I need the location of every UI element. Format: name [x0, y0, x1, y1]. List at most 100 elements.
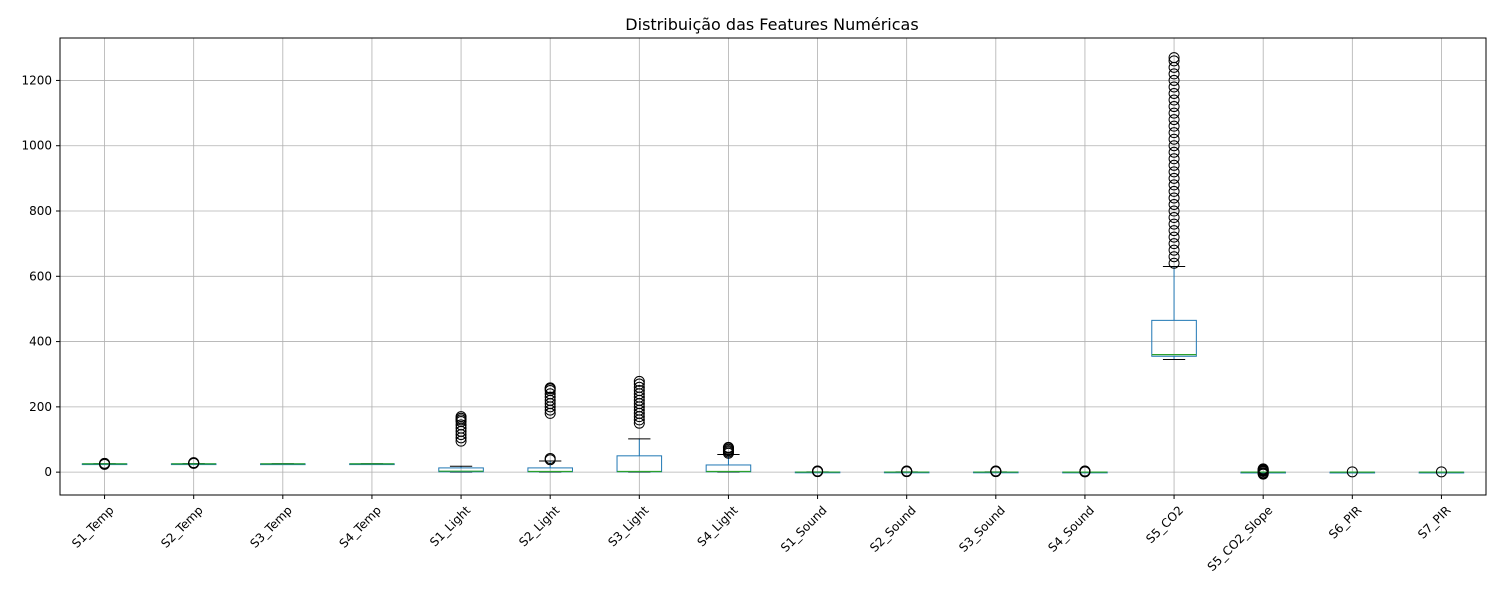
x-tick-label: S2_Sound — [867, 503, 919, 555]
outlier-point — [1168, 133, 1180, 145]
outlier-point — [544, 452, 556, 464]
x-tick-label: S7_PIR — [1415, 503, 1453, 541]
outlier-point — [990, 465, 1002, 477]
outlier-point — [633, 378, 645, 390]
outlier-point — [1168, 172, 1180, 184]
outlier-point — [1168, 55, 1180, 67]
x-tick-label: S2_Light — [516, 503, 562, 549]
y-tick-label: 400 — [29, 335, 52, 349]
outlier-point — [1168, 166, 1180, 178]
iqr-box — [1151, 319, 1197, 357]
x-tick-label: S3_Light — [605, 503, 651, 549]
outlier-point — [1168, 74, 1180, 86]
outlier-point — [544, 391, 556, 403]
outlier-point — [1168, 107, 1180, 119]
outlier-point — [633, 381, 645, 393]
outlier-point — [544, 382, 556, 394]
box-S6_PIR — [1329, 466, 1376, 478]
outlier-point — [1079, 465, 1091, 477]
x-tick-label: S1_Temp — [69, 503, 117, 551]
x-tick-label: S6_PIR — [1326, 503, 1364, 541]
outlier-point — [1168, 146, 1180, 158]
x-tick-label: S3_Temp — [247, 503, 295, 551]
outlier-point — [1168, 68, 1180, 80]
outlier-point — [188, 457, 200, 469]
box-S3_Light — [616, 375, 663, 473]
outlier-point — [1168, 192, 1180, 204]
outlier-point — [455, 411, 467, 423]
outlier-point — [1168, 251, 1180, 263]
outlier-point — [1257, 463, 1269, 475]
outlier-point — [1435, 466, 1447, 478]
outlier-point — [1168, 114, 1180, 126]
outlier-point — [1168, 94, 1180, 106]
box-S7_PIR — [1418, 466, 1465, 478]
outlier-point — [1168, 179, 1180, 191]
outlier-point — [1168, 231, 1180, 243]
box-S3_Temp — [260, 463, 306, 466]
outlier-point — [1168, 238, 1180, 250]
box-S1_Temp — [81, 457, 128, 470]
outlier-point — [722, 441, 734, 453]
outlier-point — [99, 457, 111, 469]
x-tick-label: S1_Sound — [778, 503, 830, 555]
box-S4_Temp — [349, 463, 395, 466]
x-tick-label: S5_CO2 — [1143, 503, 1186, 546]
outlier-point — [1168, 120, 1180, 132]
outlier-point — [1168, 159, 1180, 171]
y-tick-label: 0 — [44, 465, 52, 479]
y-tick-label: 1000 — [21, 139, 52, 153]
outlier-point — [812, 465, 824, 477]
chart-title: Distribuição das Features Numéricas — [625, 15, 918, 34]
outlier-point — [1168, 153, 1180, 165]
outlier-point — [1168, 257, 1180, 269]
y-tick-label: 800 — [29, 204, 52, 218]
outlier-point — [633, 375, 645, 387]
outlier-point — [455, 419, 467, 431]
outlier-point — [1168, 198, 1180, 210]
y-axis: 0 200 400 600 800 1000 1200 — [21, 73, 60, 479]
outlier-point — [1346, 466, 1358, 478]
box-S1_Sound — [794, 465, 841, 478]
x-tick-label: S3_Sound — [956, 503, 1008, 555]
outlier-point — [1168, 127, 1180, 139]
x-tick-label: S4_Sound — [1045, 503, 1097, 555]
box-S1_Light — [438, 411, 484, 473]
y-tick-label: 200 — [29, 400, 52, 414]
y-tick-label: 600 — [29, 269, 52, 283]
outlier-point — [1168, 225, 1180, 237]
outlier-point — [1168, 212, 1180, 224]
outlier-point — [633, 385, 645, 397]
box-S3_Sound — [973, 465, 1019, 478]
x-axis: S1_Temp S2_Temp S3_Temp S4_Temp S1_Light S2_L… — [69, 495, 1454, 574]
x-tick-label: S4_Light — [694, 503, 740, 549]
box-S5_CO2 — [1151, 52, 1197, 361]
box-S2_Temp — [170, 457, 217, 469]
grid-lines — [60, 38, 1486, 495]
box-layer — [81, 52, 1465, 480]
x-tick-label: S2_Temp — [158, 503, 206, 551]
box-S2_Sound — [883, 465, 930, 478]
outlier-point — [1168, 140, 1180, 152]
outlier-point — [1168, 205, 1180, 217]
x-tick-label: S1_Light — [427, 503, 473, 549]
outlier-point — [1168, 218, 1180, 230]
x-tick-label: S5_CO2_Slope — [1205, 503, 1276, 574]
plot-frame — [59, 37, 1487, 496]
outlier-point — [1168, 101, 1180, 113]
box-S4_Sound — [1062, 465, 1108, 478]
y-tick-label: 1200 — [21, 73, 52, 87]
outlier-point — [1168, 244, 1180, 256]
outlier-point — [901, 465, 913, 477]
outlier-point — [544, 388, 556, 400]
outlier-point — [1168, 185, 1180, 197]
box-S4_Light — [705, 441, 752, 473]
box-S5_CO2_Slope — [1240, 463, 1286, 480]
iqr-box — [438, 467, 484, 473]
box-S2_Light — [527, 382, 573, 473]
outlier-point — [1168, 52, 1180, 64]
x-tick-label: S4_Temp — [337, 503, 385, 551]
outlier-point — [1168, 87, 1180, 99]
outlier-point — [1168, 81, 1180, 93]
